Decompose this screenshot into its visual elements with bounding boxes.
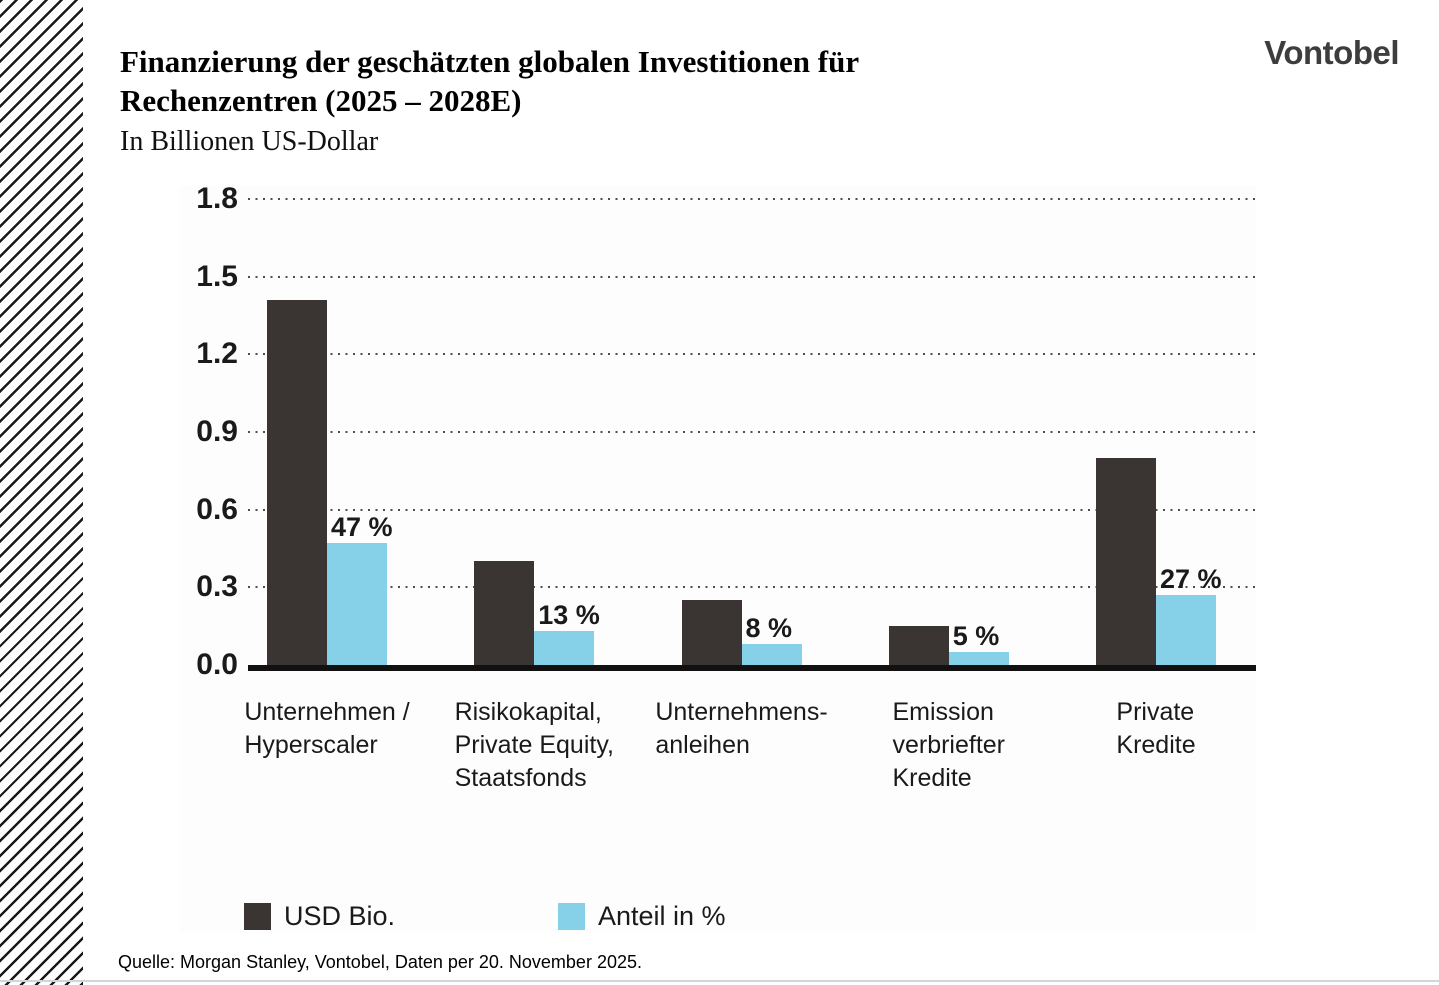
gridline-0.9 (248, 431, 1256, 433)
decorative-hatch-strip (0, 0, 83, 985)
bar-usd-unternehmen-hyperscaler (267, 300, 327, 665)
bar-share-risikokapital-private-equity-staatsfonds (534, 631, 595, 665)
bottom-divider (0, 980, 1439, 982)
vontobel-logo: Vontobel (1264, 34, 1399, 71)
x-axis-baseline (248, 665, 1256, 671)
gridline-0.3 (248, 586, 1256, 589)
percent-label-unternehmen-hyperscaler: 47 % (331, 512, 393, 542)
bar-share-emission-verbriefter-kredite (948, 652, 1009, 665)
legend-swatch-usd (244, 902, 271, 930)
chart-header: Finanzierung der geschätzten globalen In… (120, 42, 859, 159)
y-tick-1.5: 1.5 (196, 259, 238, 293)
legend-swatch-share (558, 902, 585, 930)
gridline-1.5 (248, 275, 1256, 278)
gridline-0.6 (248, 508, 1256, 511)
chart-title: Finanzierung der geschätzten globalen In… (120, 42, 859, 120)
chart-title-line2: Rechenzentren (2025 – 2028E) (120, 83, 522, 118)
bar-usd-private-kredite (1096, 458, 1156, 665)
percent-label-unternehmens-anleihen: 8 % (745, 613, 793, 643)
category-label-text: Risikokapital, Private Equity, Staatsfon… (454, 698, 614, 792)
y-tick-0.9: 0.9 (196, 415, 238, 448)
category-label-private-kredite: Private Kredite (1036, 696, 1276, 762)
chart-title-line1: Finanzierung der geschätzten globalen In… (120, 44, 860, 79)
category-label-text: Unternehmen / Hyperscaler (244, 698, 410, 759)
chart-subtitle: In Billionen US-Dollar (120, 126, 379, 157)
category-label-risikokapital-private-equity-staatsfonds: Risikokapital, Private Equity, Staatsfon… (414, 696, 654, 795)
percent-label-private-kredite: 27 % (1160, 564, 1222, 594)
bar-usd-unternehmens-anleihen (681, 600, 742, 665)
bar-usd-emission-verbriefter-kredite (888, 626, 949, 665)
y-tick-1.8: 1.8 (196, 182, 238, 215)
bar-share-unternehmens-anleihen (741, 644, 802, 665)
category-label-emission-verbriefter-kredite: Emission verbriefter Kredite (829, 696, 1069, 795)
category-label-text: Unternehmens- anleihen (655, 698, 828, 759)
legend-item-usd: USD Bio. (244, 902, 395, 930)
legend-item-share: Anteil in % (558, 902, 726, 930)
percent-label-emission-verbriefter-kredite: 5 % (952, 621, 1000, 651)
gridline-1.8 (248, 198, 1256, 200)
bar-share-unternehmen-hyperscaler (327, 543, 387, 665)
plot-area: 47 % 13 % 8 % 5 % 27 % (248, 199, 1256, 665)
percent-label-risikokapital-private-equity-staatsfonds: 13 % (538, 600, 600, 630)
bar-share-private-kredite (1156, 595, 1216, 665)
legend-label-share: Anteil in % (598, 901, 726, 931)
y-tick-0.6: 0.6 (196, 492, 238, 526)
y-tick-0.0: 0.0 (196, 648, 238, 681)
category-label-unternehmens-anleihen: Unternehmens- anleihen (622, 696, 862, 762)
legend-label-usd: USD Bio. (284, 901, 396, 931)
category-label-unternehmen-hyperscaler: Unternehmen / Hyperscaler (207, 696, 447, 762)
category-label-text: Emission verbriefter Kredite (892, 698, 1006, 792)
y-tick-1.2: 1.2 (196, 337, 238, 371)
bar-usd-risikokapital-private-equity-staatsfonds (474, 561, 535, 665)
y-tick-0.3: 0.3 (196, 570, 238, 604)
source-note: Quelle: Morgan Stanley, Vontobel, Daten … (118, 952, 642, 972)
gridline-1.2 (248, 353, 1256, 356)
category-label-text: Private Kredite (1116, 698, 1196, 759)
